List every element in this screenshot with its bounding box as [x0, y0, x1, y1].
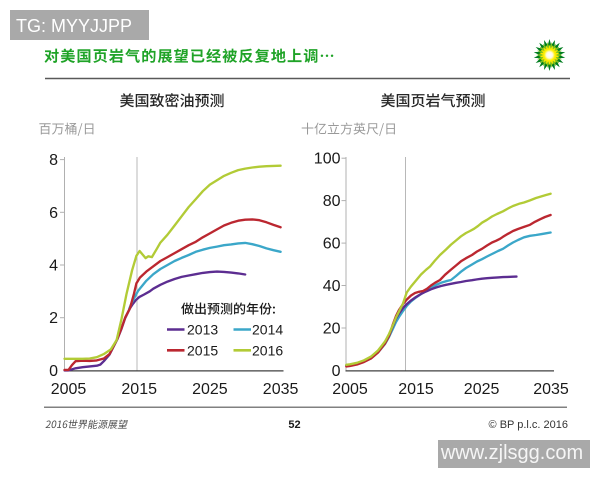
svg-text:2025: 2025 — [464, 381, 500, 398]
svg-text:2015: 2015 — [398, 381, 434, 398]
svg-text:2025: 2025 — [192, 381, 228, 398]
svg-text:100: 100 — [314, 151, 341, 168]
svg-text:© BP p.l.c. 2016: © BP p.l.c. 2016 — [489, 419, 568, 431]
svg-text:6: 6 — [49, 205, 58, 222]
svg-text:TG: MYYJJPP: TG: MYYJJPP — [16, 16, 132, 36]
svg-text:2035: 2035 — [263, 381, 299, 398]
svg-text:2: 2 — [49, 310, 58, 327]
svg-text:2015: 2015 — [187, 342, 218, 358]
svg-text:0: 0 — [49, 363, 58, 380]
svg-text:2015: 2015 — [121, 381, 157, 398]
svg-text:4: 4 — [49, 258, 58, 275]
svg-text:2016: 2016 — [252, 342, 283, 358]
svg-text:www.zjlsgg.com: www.zjlsgg.com — [440, 442, 583, 464]
svg-text:2014: 2014 — [252, 322, 283, 338]
svg-text:2005: 2005 — [332, 381, 368, 398]
svg-text:40: 40 — [323, 278, 341, 295]
svg-text:52: 52 — [288, 419, 300, 431]
svg-text:2005: 2005 — [51, 381, 87, 398]
svg-text:0: 0 — [332, 363, 341, 380]
svg-text:2013: 2013 — [187, 322, 218, 338]
svg-text:80: 80 — [323, 193, 341, 210]
svg-text:2035: 2035 — [533, 381, 569, 398]
svg-text:20: 20 — [323, 321, 341, 338]
svg-text:60: 60 — [323, 236, 341, 253]
svg-text:8: 8 — [49, 152, 58, 169]
